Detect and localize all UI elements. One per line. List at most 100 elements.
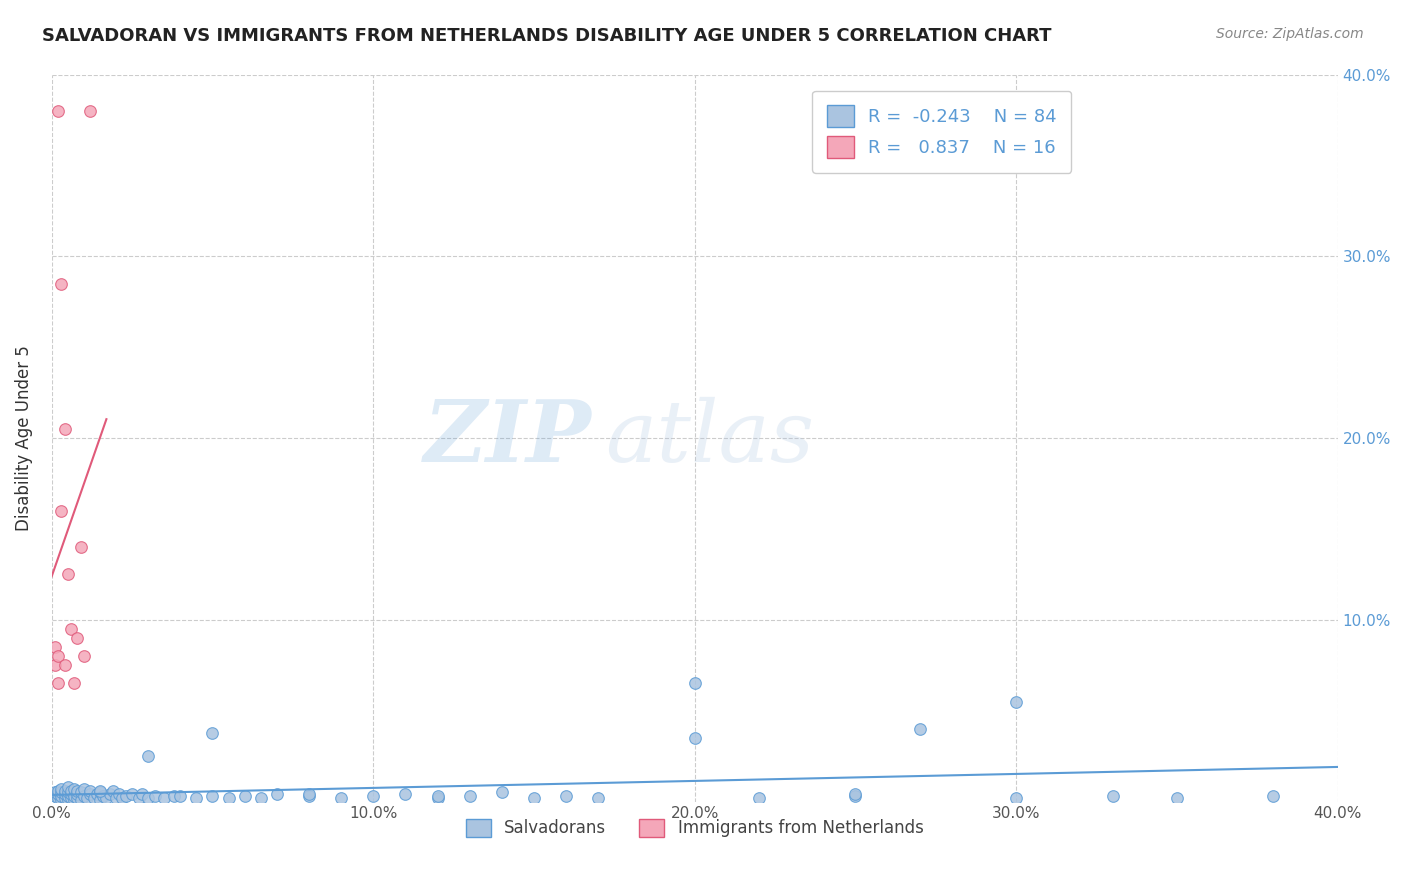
Point [1166,791,1188,805]
Point [555,789,578,804]
Point [44,640,66,654]
Point [51,789,73,804]
Legend: Salvadorans, Immigrants from Netherlands: Salvadorans, Immigrants from Netherlands [458,812,931,844]
Point [66,631,89,645]
Point [844,787,866,801]
Point [586,791,609,805]
Point [101,783,124,797]
Point [186,791,208,805]
Point [66,791,89,805]
Point [51,504,73,518]
Point [426,791,449,805]
Point [330,791,353,805]
Point [69,540,91,554]
Point [131,787,153,801]
Point [111,791,134,805]
Point [56,780,79,794]
Point [73,781,96,796]
Point [46,783,69,797]
Point [51,793,73,807]
Point [96,791,118,805]
Point [69,793,91,807]
Point [298,787,321,801]
Point [53,791,76,805]
Point [249,791,271,805]
Point [1263,789,1285,804]
Point [73,789,96,804]
Point [844,789,866,804]
Point [128,791,150,805]
Point [153,791,176,805]
Text: ZIP: ZIP [425,396,592,480]
Point [60,787,83,801]
Point [458,789,481,804]
Point [89,793,111,807]
Point [63,793,86,807]
Point [53,422,76,436]
Point [169,789,191,804]
Point [89,783,111,797]
Point [218,791,240,805]
Point [79,787,101,801]
Point [66,787,89,801]
Point [748,791,770,805]
Point [426,789,449,804]
Text: SALVADORAN VS IMMIGRANTS FROM NETHERLANDS DISABILITY AGE UNDER 5 CORRELATION CHA: SALVADORAN VS IMMIGRANTS FROM NETHERLAND… [42,27,1052,45]
Point [63,789,86,804]
Point [60,622,83,636]
Point [98,787,121,801]
Point [76,791,98,805]
Point [201,789,224,804]
Point [298,789,321,804]
Point [63,781,86,796]
Point [1005,791,1028,805]
Point [683,731,706,745]
Point [46,787,69,801]
Point [44,658,66,673]
Text: atlas: atlas [605,397,814,479]
Point [491,785,513,799]
Point [121,787,143,801]
Point [46,676,69,690]
Point [44,785,66,799]
Point [56,793,79,807]
Point [1101,789,1123,804]
Point [79,783,101,797]
Point [83,791,105,805]
Point [266,787,288,801]
Point [51,781,73,796]
Point [108,787,131,801]
Point [683,676,706,690]
Point [46,649,69,664]
Point [143,789,166,804]
Point [73,649,96,664]
Point [86,787,108,801]
Point [136,791,159,805]
Point [46,791,69,805]
Point [56,567,79,582]
Point [60,783,83,797]
Point [79,103,101,118]
Point [89,785,111,799]
Y-axis label: Disability Age Under 5: Disability Age Under 5 [15,345,32,531]
Point [163,789,186,804]
Point [114,789,136,804]
Point [56,789,79,804]
Text: Source: ZipAtlas.com: Source: ZipAtlas.com [1216,27,1364,41]
Point [51,785,73,799]
Point [394,787,416,801]
Point [201,725,224,739]
Point [63,676,86,690]
Point [233,789,256,804]
Point [105,791,128,805]
Point [523,791,546,805]
Point [53,787,76,801]
Point [51,277,73,291]
Point [91,789,114,804]
Point [136,749,159,764]
Point [60,791,83,805]
Point [53,658,76,673]
Point [53,783,76,797]
Point [361,789,384,804]
Point [908,722,931,736]
